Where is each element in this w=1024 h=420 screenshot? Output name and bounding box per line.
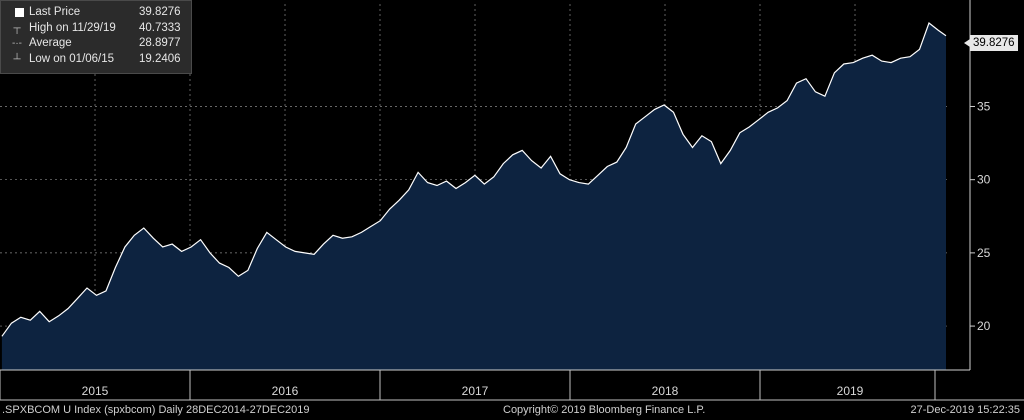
x-tick-label: 2017 [462,384,489,398]
x-tick-label: 2016 [272,384,299,398]
legend-row-last-price: Last Price 39.8276 [5,5,191,21]
legend-row-high: ┬ High on 11/29/19 40.7333 [5,21,191,37]
footer-timestamp: 27-Dec-2019 15:22:35 [910,404,1020,416]
footer: .SPXBCOM U Index (spxbcom) Daily 28DEC20… [0,402,1024,420]
footer-copyright: Copyright© 2019 Bloomberg Finance L.P. [503,404,706,416]
x-axis-ticks: 2015 2016 2017 2018 2019 [0,370,1024,401]
y-tick-label: 20 [977,319,991,333]
y-tick-label: 30 [977,173,991,187]
footer-index-info: .SPXBCOM U Index (spxbcom) Daily 28DEC20… [2,404,310,416]
high-marker-icon: ┬ [13,22,21,34]
x-tick-label: 2015 [82,384,109,398]
square-icon [5,5,29,21]
price-line [1,22,947,337]
legend-value: 40.7333 [139,21,181,34]
legend-label: High on 11/29/19 [29,21,116,34]
legend-box: Last Price 39.8276 ┬ High on 11/29/19 40… [0,0,192,74]
legend-row-average: -·- Average 28.8977 [5,36,191,52]
legend-value: 39.8276 [139,6,181,18]
legend-label: Last Price [29,6,81,18]
average-marker-icon: -·- [12,38,22,49]
legend-row-low: ┴ Low on 01/06/15 19.2406 [5,52,191,68]
legend-label: Low on 01/06/15 [29,52,115,65]
legend-label: Average [29,37,72,49]
legend-value: 19.2406 [139,52,181,65]
price-area [1,23,946,370]
last-price-tag: 39.8276 [964,35,1018,51]
y-axis-ticks: 20 25 30 35 [970,99,991,333]
x-tick-label: 2019 [837,384,864,398]
low-marker-icon: ┴ [13,53,21,65]
x-tick-label: 2018 [652,384,679,398]
y-tick-label: 35 [977,99,991,113]
y-tick-label: 25 [977,246,991,260]
legend-value: 28.8977 [139,37,181,49]
